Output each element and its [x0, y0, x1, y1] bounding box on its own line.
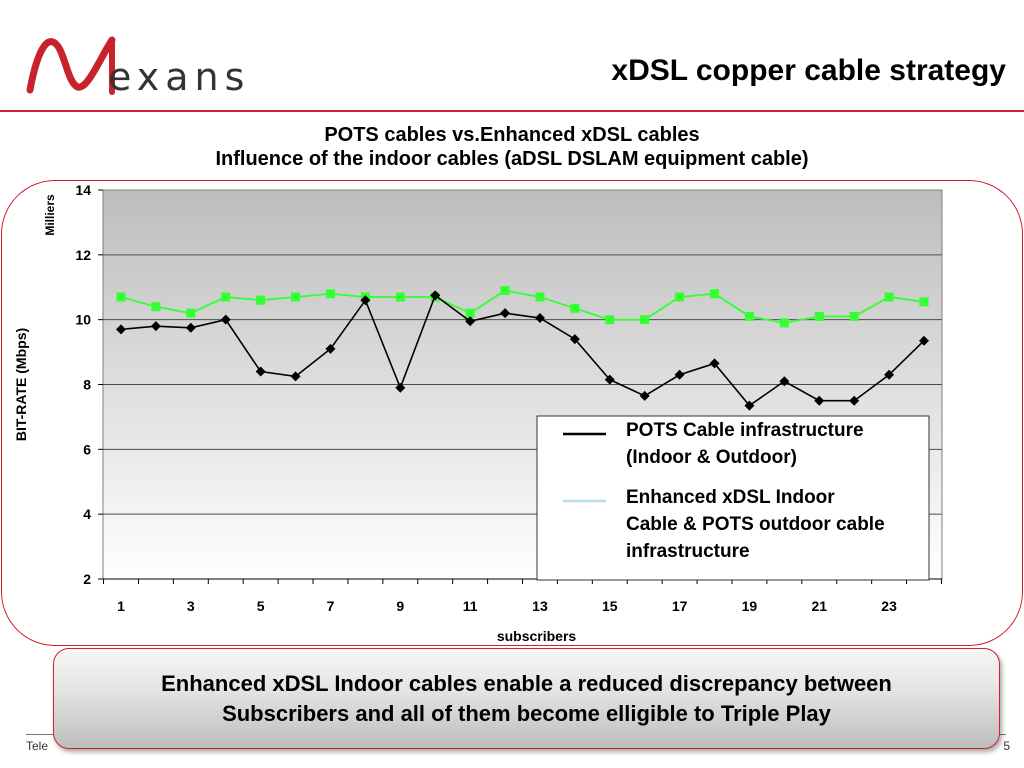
enhanced-point [779, 318, 789, 328]
pots-point [465, 316, 476, 327]
pots-point [534, 313, 545, 324]
nexans-logo-mark [26, 36, 116, 95]
y-tick-label: 4 [83, 506, 91, 522]
enhanced-point [395, 292, 405, 302]
pots-point [430, 290, 441, 301]
series-layer [116, 285, 929, 411]
pots-point [779, 376, 790, 387]
legend-label-enhanced: Enhanced xDSL Indoor [626, 487, 835, 508]
title-divider [0, 110, 1024, 112]
legend-label-enhanced: infrastructure [626, 541, 750, 562]
y-tick-label: 14 [75, 182, 91, 198]
chart-title-line-1: POTS cables vs.Enhanced xDSL cables [324, 124, 700, 146]
y-tick-label: 2 [83, 571, 91, 587]
legend-label-pots: POTS Cable infrastructure [626, 420, 864, 441]
pots-point [849, 395, 860, 406]
callout-line-2: Subscribers and all of them become ellig… [222, 700, 831, 726]
pots-point [569, 334, 580, 345]
legend: POTS Cable infrastructure (Indoor & Outdo… [536, 415, 930, 581]
enhanced-point [186, 308, 196, 318]
y-tick-label: 10 [75, 312, 91, 328]
enhanced-point [291, 292, 301, 302]
pots-point [709, 358, 720, 369]
enhanced-point [325, 289, 335, 299]
x-tick-label: 3 [187, 598, 195, 614]
legend-box [536, 415, 930, 581]
callout-line-1: Enhanced xDSL Indoor cables enable a red… [161, 670, 892, 696]
enhanced-point [116, 292, 126, 302]
pots-point [220, 314, 231, 325]
pots-point [395, 382, 406, 393]
logo-wordmark: exans [108, 55, 251, 99]
x-tick-label: 7 [327, 598, 335, 614]
x-tick-label: 17 [672, 598, 688, 614]
nexans-logo [20, 28, 270, 103]
pots-point [255, 366, 266, 377]
enhanced-point [675, 292, 685, 302]
pots-series [116, 290, 929, 411]
chart-frame [1, 180, 1023, 646]
enhanced-point [884, 292, 894, 302]
pots-point [116, 324, 126, 335]
pots-point [919, 335, 929, 346]
enhanced-point [640, 315, 650, 325]
enhanced-point [221, 292, 231, 302]
enhanced-point [605, 315, 615, 325]
unit-label: Milliers [43, 194, 57, 236]
pots-point [884, 369, 895, 380]
y-axis-title: BIT-RATE (Mbps) [13, 328, 29, 441]
pots-point [814, 395, 825, 406]
pots-point [290, 371, 301, 382]
x-tick-label: 9 [396, 598, 404, 614]
enhanced-point [919, 297, 929, 307]
pots-point [325, 343, 336, 354]
enhanced-point [710, 289, 720, 299]
x-tick-label: 15 [602, 598, 618, 614]
enhanced-series-line [120, 289, 925, 324]
enhanced-point [814, 311, 824, 321]
x-tick-label: 11 [463, 598, 478, 614]
pots-point [150, 321, 161, 332]
enhanced-point [535, 292, 545, 302]
x-tick-label: 13 [532, 598, 548, 614]
x-tick-label: 1 [117, 598, 125, 614]
pots-series-line [120, 294, 925, 407]
enhanced-point [500, 285, 510, 295]
pots-point [744, 400, 755, 411]
x-axis-title: subscribers [497, 628, 577, 644]
slide-title: xDSL copper cable strategy [611, 54, 1006, 87]
enhanced-point [151, 302, 161, 312]
y-tick-label: 8 [83, 377, 91, 393]
enhanced-point [570, 303, 580, 313]
enhanced-point [465, 308, 475, 318]
pots-point [604, 374, 615, 385]
x-tick-label: 23 [881, 598, 897, 614]
y-tick-label: 12 [75, 247, 91, 263]
x-tick-label: 5 [257, 598, 265, 614]
enhanced-point [744, 311, 754, 321]
enhanced-point [256, 295, 266, 305]
conclusion-callout: Enhanced xDSL Indoor cables enable a red… [53, 648, 1000, 749]
pots-point [674, 369, 685, 380]
pots-point [639, 390, 650, 401]
enhanced-point [849, 311, 859, 321]
legend-label-enhanced: Cable & POTS outdoor cable [626, 514, 885, 535]
pots-point [500, 308, 511, 319]
callout-text: Enhanced xDSL Indoor cables enable a red… [161, 669, 892, 729]
chart-title-line-2: Influence of the indoor cables (aDSL DSL… [215, 148, 809, 170]
footer-text: Tele [26, 739, 49, 753]
pots-point [360, 295, 371, 306]
chart-title: POTS cables vs.Enhanced xDSL cables Infl… [0, 123, 1024, 171]
legend-label-pots: (Indoor & Outdoor) [626, 447, 797, 468]
y-tick-label: 6 [83, 441, 91, 457]
x-tick-label: 19 [742, 598, 758, 614]
page-number: 5 [1003, 739, 1010, 753]
x-tick-label: 21 [811, 598, 827, 614]
pots-point [185, 322, 196, 333]
